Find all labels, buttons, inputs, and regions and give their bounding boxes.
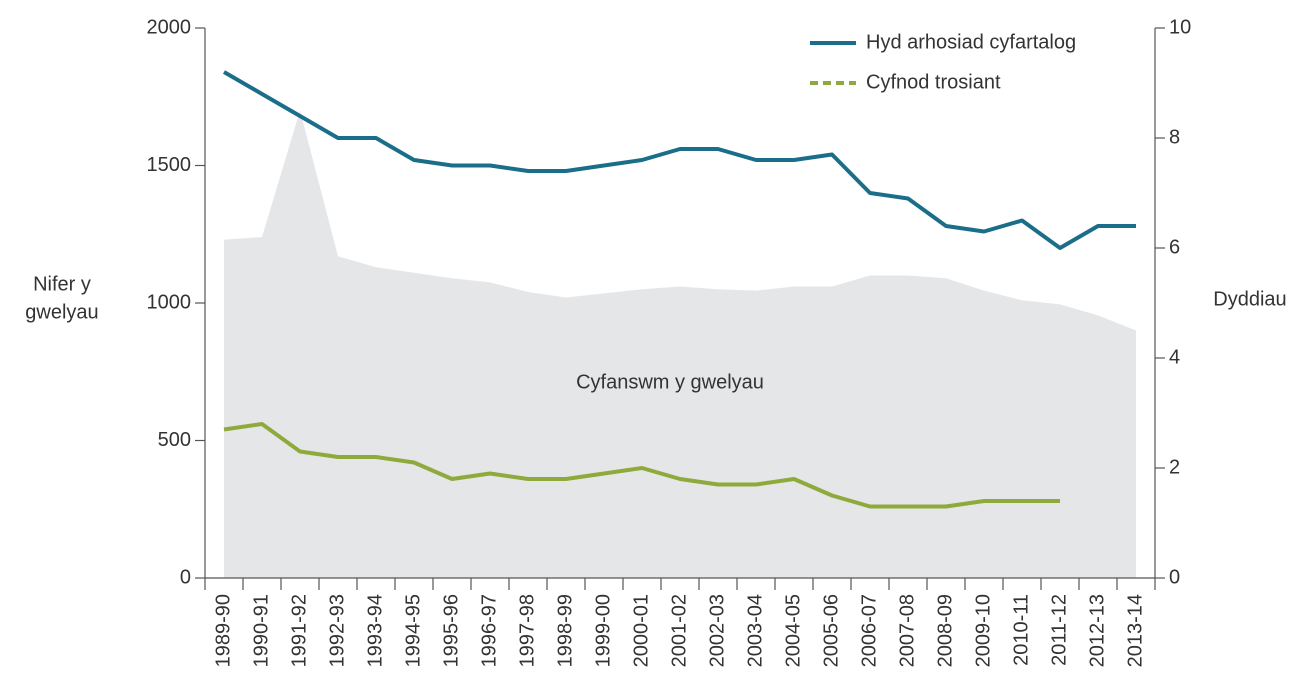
y-tick-label: 0 [180,566,191,588]
x-tick-label: 2013-14 [1124,594,1146,667]
line [223,422,1060,509]
x-tick-label: 2010-11 [1010,594,1032,666]
legend-label: Hyd arhosiad cyfartalog [866,31,1076,53]
x-tick-label: 2000-01 [630,594,652,667]
x-tick-label: 1989-90 [212,594,234,667]
y-axis-label: Nifer y [33,273,91,295]
x-tick-label: 2009-10 [972,594,994,667]
x-tick-label: 2008-09 [934,594,956,667]
x-tick-label: 2002-03 [706,594,728,667]
y2-tick-label: 4 [1169,346,1180,368]
x-tick-label: 1992-93 [326,594,348,667]
y-tick-label: 1500 [147,154,192,176]
legend-label: Cyfnod trosiant [866,71,1001,93]
x-tick-label: 2001-02 [668,594,690,667]
y-axis-label: gwelyau [25,301,98,323]
y-tick-label: 2000 [147,16,192,38]
x-tick-label: 2007-08 [896,594,918,667]
x-tick-label: 2011-12 [1048,594,1070,666]
y2-tick-label: 8 [1169,126,1180,148]
area [224,110,1136,578]
x-tick-label: 1996-97 [478,594,500,667]
x-tick-label: 1998-99 [554,594,576,667]
x-tick-label: 1990-91 [250,594,272,667]
x-tick-label: 1994-95 [402,594,424,667]
x-tick-label: 2003-04 [744,594,766,667]
x-tick-label: 1999-00 [592,594,614,667]
line [222,70,1136,250]
x-tick-label: 1995-96 [440,594,462,667]
x-tick-label: 1991-92 [288,594,310,667]
x-tick-label: 2012-13 [1086,594,1108,667]
x-tick-label: 2004-05 [782,594,804,667]
x-tick-label: 1993-94 [364,594,386,667]
y-tick-label: 500 [158,429,191,451]
y2-tick-label: 6 [1169,236,1180,258]
x-tick-label: 2006-07 [858,594,880,667]
y2-tick-label: 0 [1169,566,1180,588]
x-tick-label: 1997-98 [516,594,538,667]
y2-tick-label: 10 [1169,16,1191,38]
area-label: Cyfanswm y gwelyau [576,371,764,393]
x-tick-label: 2005-06 [820,594,842,667]
y2-axis-label: Dyddiau [1213,288,1286,310]
y2-tick-label: 2 [1169,456,1180,478]
y-tick-label: 1000 [147,291,192,313]
